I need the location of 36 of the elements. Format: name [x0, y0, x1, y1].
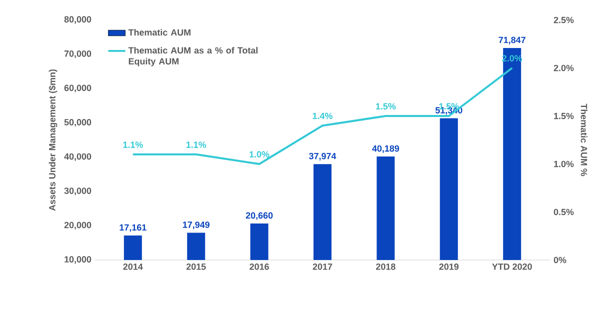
x-tick-label: 2018 — [376, 264, 396, 270]
y-tick-label: 20,000 — [64, 222, 92, 230]
y-tick-label: 60,000 — [64, 84, 92, 92]
y2-tick-label: 2.0% — [554, 64, 574, 72]
y-tick-label: 10,000 — [64, 256, 92, 264]
data-label: 1.1% — [123, 142, 143, 148]
data-label: 17,161 — [120, 224, 146, 232]
data-label: 40,189 — [372, 145, 400, 153]
y-tick-label: 50,000 — [64, 119, 92, 127]
y2-tick-label: 1.0% — [554, 160, 574, 168]
y2-tick-label: 0% — [554, 256, 566, 264]
y-tick-label: 70,000 — [64, 50, 92, 58]
data-label: 1.0% — [250, 151, 270, 158]
y2-tick-label: 2.5% — [554, 16, 574, 24]
y2-tick-label: 0.5% — [554, 208, 574, 216]
x-tick-label: YTD 2020 — [492, 264, 532, 270]
y-tick-label: 80,000 — [64, 16, 92, 24]
data-label: 1.5% — [376, 103, 396, 110]
x-tick-label: 2017 — [312, 264, 332, 270]
x-tick-label: 2015 — [186, 264, 206, 270]
x-tick-label: 2014 — [123, 264, 143, 270]
x-tick-label: 2019 — [439, 264, 459, 270]
data-label: 20,660 — [246, 212, 273, 220]
y2-axis-title: Thematic AUM % — [580, 104, 588, 176]
data-label: 17,949 — [182, 222, 210, 230]
y-tick-label: 40,000 — [64, 153, 92, 161]
legend-label: Thematic AUM — [128, 28, 190, 36]
y-tick-label: 30,000 — [64, 188, 92, 196]
x-tick-label: 2016 — [250, 264, 269, 270]
data-label: 37,974 — [308, 152, 336, 161]
legend-label: Thematic AUM as a % of Total Equity AUM — [128, 46, 258, 66]
y-axis-title: Assets Under Management ($mn) — [48, 69, 58, 211]
data-label: 1.1% — [186, 142, 206, 148]
data-label: 1.4% — [312, 112, 332, 120]
data-label: 71,847 — [498, 36, 526, 44]
y2-tick-label: 1.5% — [554, 112, 574, 120]
